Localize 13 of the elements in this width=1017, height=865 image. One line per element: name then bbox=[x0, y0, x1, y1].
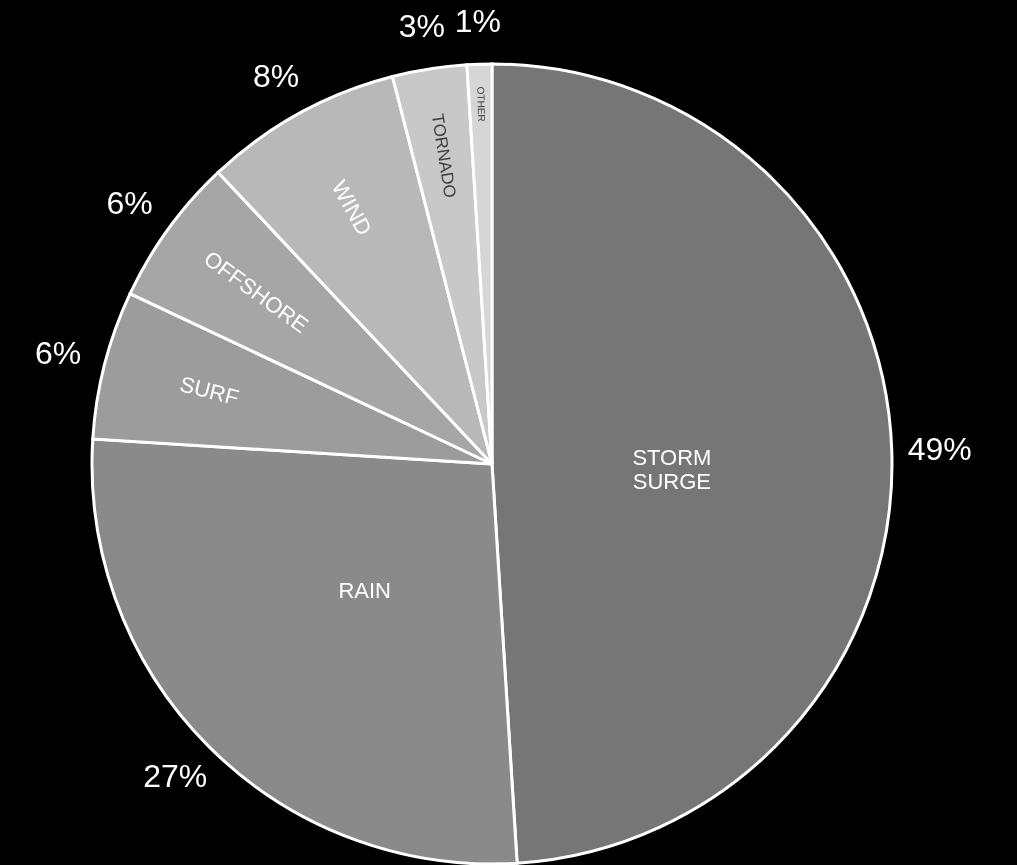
data-label: 3% bbox=[398, 8, 446, 45]
data-label: 8% bbox=[253, 57, 300, 94]
slice-label: TORNADO bbox=[427, 112, 460, 200]
slice-label: OTHER bbox=[475, 86, 488, 122]
slice-label: STORM SURGE bbox=[632, 445, 712, 495]
data-label: 1% bbox=[454, 3, 502, 40]
slice-label: WIND bbox=[326, 176, 377, 240]
slice-label: SURF bbox=[177, 371, 242, 411]
data-label: 6% bbox=[106, 185, 153, 222]
data-label: 49% bbox=[907, 431, 972, 468]
data-label: 6% bbox=[34, 335, 82, 372]
data-label: 27% bbox=[143, 757, 208, 794]
slice-label: RAIN bbox=[338, 578, 391, 604]
